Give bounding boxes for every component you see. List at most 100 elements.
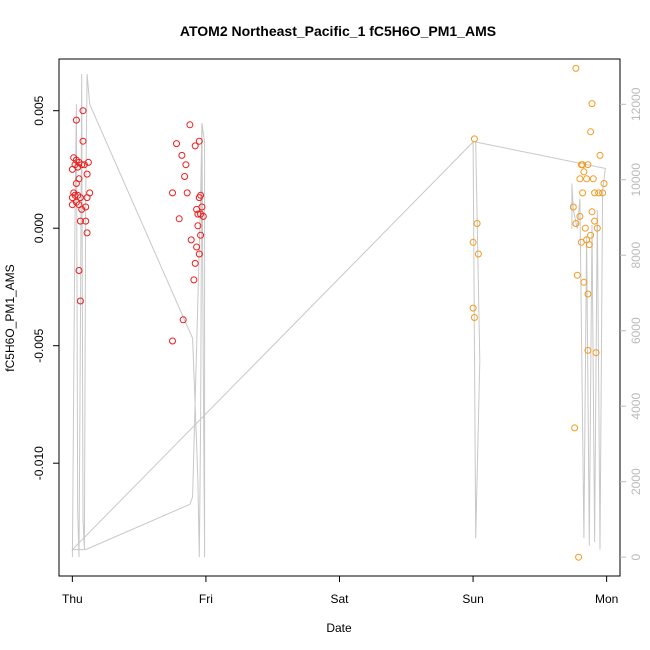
y2-tick-label: 8000 (629, 242, 643, 269)
data-point (595, 189, 603, 197)
data-point (199, 212, 207, 220)
y-tick-label: 0.000 (32, 213, 46, 243)
data-point (197, 231, 205, 239)
data-point (72, 116, 80, 124)
data-point (581, 224, 589, 232)
data-point (197, 191, 205, 199)
data-point (183, 189, 191, 197)
data-point (473, 220, 481, 227)
x-tick-label: Sun (462, 592, 483, 606)
data-point (588, 208, 596, 216)
data-point (195, 250, 203, 258)
data-point (82, 217, 90, 225)
data-point (191, 142, 199, 150)
y2-tick-label: 10000 (629, 163, 643, 197)
data-point (76, 297, 84, 305)
data-point (575, 553, 583, 561)
data-point (474, 250, 482, 258)
x-axis-label: Date (326, 621, 352, 635)
y-tick-label: -0.010 (32, 446, 46, 480)
data-point (80, 161, 88, 169)
data-point (169, 189, 176, 197)
data-point (584, 161, 592, 169)
data-point (82, 203, 90, 211)
data-point (569, 203, 577, 211)
data-point (588, 100, 596, 108)
data-point (593, 224, 601, 232)
data-point (83, 170, 91, 178)
data-point (186, 121, 194, 129)
data-point (173, 140, 180, 148)
x-tick-label: Sat (330, 592, 349, 606)
altitude-line (71, 74, 606, 558)
data-point (584, 346, 592, 354)
chart-title: ATOM2 Northeast_Pacific_1 fC5H6O_PM1_AMS (180, 23, 496, 39)
data-point (587, 128, 595, 136)
x-tick-label: Fri (199, 592, 213, 606)
y-tick-label: -0.005 (32, 328, 46, 362)
data-point (178, 151, 186, 159)
x-tick-label: Mon (595, 592, 618, 606)
data-point (193, 243, 201, 251)
y2-axis: 0 2000 4000 6000 8000 10000 12000 (620, 87, 643, 560)
data-point (572, 220, 580, 227)
data-point (83, 229, 91, 237)
data-point (583, 175, 591, 183)
data-point (86, 189, 94, 197)
data-point (579, 189, 587, 197)
data-point (75, 267, 83, 274)
data-point (195, 137, 203, 145)
data-point (182, 161, 190, 169)
y2-tick-label: 6000 (629, 317, 643, 344)
data-point (571, 424, 579, 432)
data-point (198, 203, 206, 211)
data-point (84, 158, 92, 166)
data-point (591, 217, 599, 225)
data-point (79, 107, 87, 115)
data-point (75, 175, 83, 183)
data-point (580, 278, 588, 286)
data-point (190, 276, 198, 284)
y-tick-label: 0.005 (32, 95, 46, 125)
data-point (78, 161, 86, 169)
y2-tick-label: 0 (629, 553, 643, 560)
data-point (576, 175, 584, 183)
data-point (191, 259, 199, 267)
data-point (576, 212, 584, 220)
data-point (585, 241, 593, 249)
data-point (79, 137, 87, 145)
data-point (469, 238, 477, 246)
data-point (587, 231, 595, 239)
data-point (572, 64, 580, 72)
data-point (580, 168, 588, 176)
y-axis: 0.005 0.000 -0.005 -0.010 (32, 95, 59, 480)
data-point (591, 189, 599, 197)
data-point (470, 314, 478, 321)
data-point (76, 217, 84, 225)
x-tick-label: Thu (62, 592, 83, 606)
y2-tick-label: 12000 (629, 87, 643, 121)
altitude-layer (71, 74, 606, 558)
data-point (179, 316, 187, 324)
data-point (573, 271, 581, 279)
data-point (599, 189, 607, 197)
y2-tick-label: 4000 (629, 393, 643, 420)
data-point (76, 194, 84, 202)
data-point (470, 135, 478, 143)
data-point (592, 349, 600, 357)
y-axis-label: fC5H6O_PM1_AMS (3, 264, 17, 371)
data-point (600, 180, 608, 187)
data-point (579, 161, 587, 169)
data-point (169, 337, 176, 345)
data-point (589, 175, 597, 183)
data-point (596, 151, 604, 159)
data-point (181, 173, 189, 180)
points-layer (68, 64, 608, 561)
data-point (584, 290, 592, 298)
data-point (187, 236, 195, 244)
data-point (194, 222, 202, 230)
x-axis: Thu Fri Sat Sun Mon (62, 576, 618, 606)
y2-tick-label: 2000 (629, 468, 643, 495)
